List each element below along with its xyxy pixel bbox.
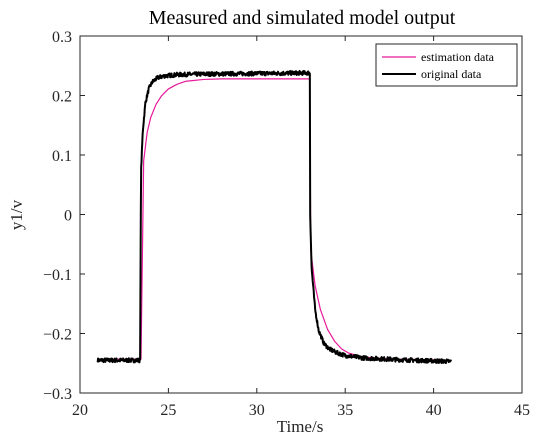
y-axis-title: y1/v: [7, 199, 26, 230]
x-tick-label: 25: [160, 402, 176, 419]
x-tick-label: 20: [72, 402, 88, 419]
series-line-estimation-data: [97, 78, 452, 361]
axes: 20 25 30 35 40 45 −0.3 −0.2 −0.1 0 0.1 0.2 0.3: [43, 29, 530, 419]
x-tick-label: 35: [337, 402, 353, 419]
legend-box: [375, 43, 518, 87]
x-tick-label: 45: [514, 402, 530, 419]
y-tick-label: 0.3: [52, 29, 72, 46]
x-tick-label: 30: [249, 402, 265, 419]
legend-label-original-data: original data: [421, 67, 482, 81]
x-axis-title: Time/s: [277, 417, 324, 436]
y-tick-label: −0.3: [43, 386, 72, 403]
chart-title: Measured and simulated model output: [149, 7, 456, 29]
x-tick-label: 40: [426, 402, 442, 419]
y-tick-label: −0.1: [43, 267, 72, 284]
legend: estimation data original data: [375, 43, 518, 87]
y-tick-label: 0: [64, 208, 72, 225]
y-tick-label: 0.1: [52, 148, 72, 165]
series-line-original-data: [96, 69, 453, 365]
y-tick-label: 0.2: [52, 89, 72, 106]
legend-label-estimation-data: estimation data: [421, 50, 495, 64]
plot-area: [96, 69, 453, 365]
y-tick-label: −0.2: [43, 327, 72, 344]
plot-box: [79, 35, 523, 394]
